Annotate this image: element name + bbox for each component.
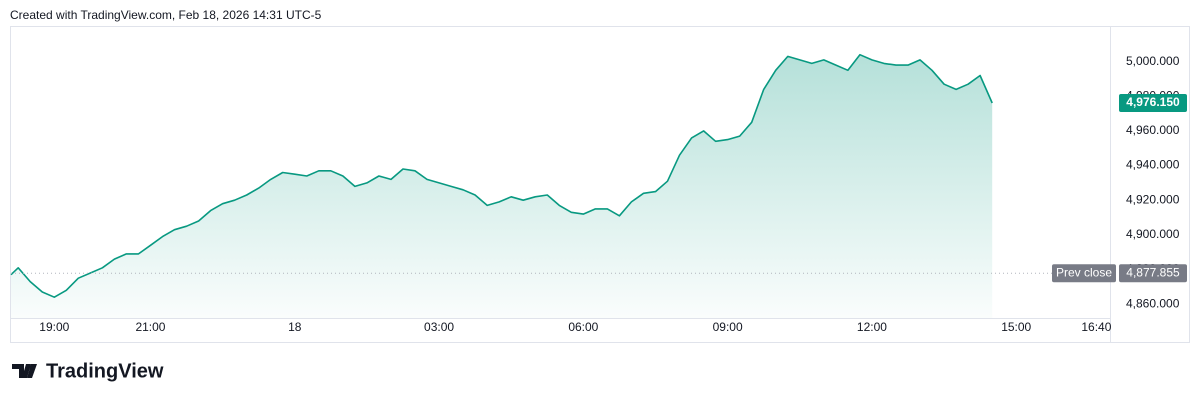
- prev-close-name: Prev close: [1056, 265, 1112, 279]
- x-tick-label: 15:00: [1001, 320, 1031, 334]
- x-tick-label: 19:00: [39, 320, 69, 334]
- price-line: [10, 53, 993, 298]
- prev-close-label-bg: [1119, 264, 1187, 283]
- last-price-label: 4,976.150: [1126, 95, 1180, 109]
- logo-icon-part: [27, 364, 37, 378]
- y-tick-label: 4,940.000: [1126, 158, 1180, 172]
- prev-close-name-bg: [1052, 264, 1116, 283]
- y-tick-label: 4,860.000: [1126, 296, 1180, 310]
- area-fill: [11, 54, 993, 318]
- chart-frame: [10, 26, 1190, 343]
- logo: TradingView: [12, 360, 164, 382]
- prev-close-label: 4,877.855: [1126, 265, 1180, 279]
- plot: 4,860.0004,880.0004,900.0004,920.0004,94…: [10, 53, 1187, 334]
- x-tick-label: 03:00: [424, 320, 454, 334]
- logo-dot: [26, 364, 31, 369]
- last-price-bg: [1119, 93, 1187, 112]
- y-tick-label: 4,920.000: [1126, 192, 1180, 206]
- y-tick-label: 5,000.000: [1126, 54, 1180, 68]
- x-tick-label: 06:00: [568, 320, 598, 334]
- x-tick-label: 21:00: [135, 320, 165, 334]
- x-tick-label: 16:40: [1081, 320, 1111, 334]
- x-tick-label: 09:00: [713, 320, 743, 334]
- brand: TradingView: [46, 360, 164, 382]
- y-tick-label: 4,900.000: [1126, 227, 1180, 241]
- header-text: Created with TradingView.com, Feb 18, 20…: [10, 8, 322, 22]
- y-tick-label: 4,960.000: [1126, 123, 1180, 137]
- x-tick-label: 12:00: [857, 320, 887, 334]
- x-tick-label: 18: [288, 320, 302, 334]
